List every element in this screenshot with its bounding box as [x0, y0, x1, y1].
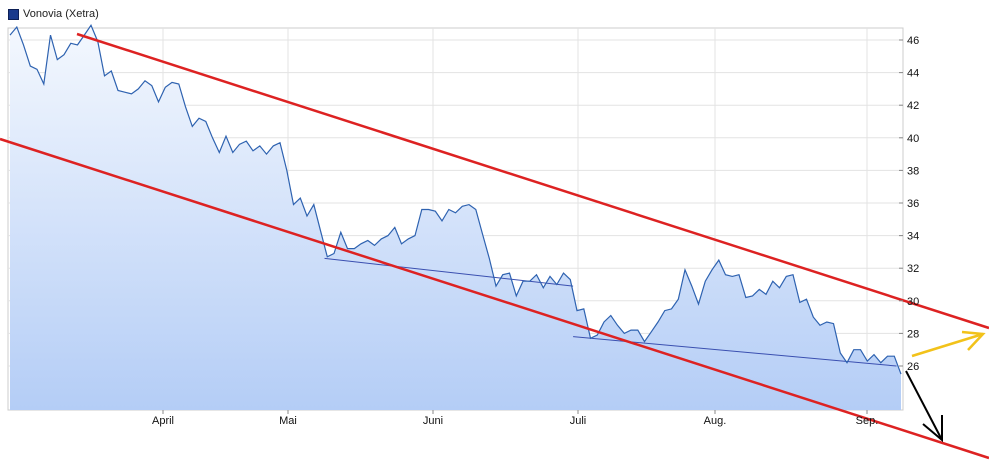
y-tick-label: 40 — [907, 133, 919, 145]
price-line — [9, 24, 902, 375]
y-tick-label: 36 — [907, 198, 919, 210]
y-axis: 26 28 30 32 34 36 38 40 42 44 46 — [899, 35, 919, 373]
price-area — [10, 25, 901, 411]
y-tick-label: 28 — [907, 328, 919, 340]
lower-channel-line — [0, 137, 989, 460]
yellow-arrow — [911, 330, 986, 358]
y-tick-label: 34 — [907, 231, 919, 243]
black-arrow — [905, 370, 943, 443]
legend-label: Vonovia (Xetra) — [23, 8, 99, 20]
x-tick-label: Juni — [423, 415, 443, 427]
y-tick-label: 38 — [907, 165, 919, 177]
x-tick-label: Sep. — [856, 415, 879, 427]
x-axis: April Mai Juni Juli Aug. Sep. — [152, 410, 878, 427]
annotation-arrows — [0, 32, 989, 460]
y-tick-label: 30 — [907, 296, 919, 308]
y-tick-label: 32 — [907, 263, 919, 275]
x-tick-label: April — [152, 415, 174, 427]
x-tick-label: Aug. — [704, 415, 727, 427]
upper-channel-line — [76, 32, 989, 330]
y-tick-label: 26 — [907, 361, 919, 373]
legend: Vonovia (Xetra) — [8, 8, 99, 20]
y-tick-label: 46 — [907, 35, 919, 47]
y-tick-label: 42 — [907, 100, 919, 112]
x-tick-label: Juli — [570, 415, 587, 427]
x-tick-label: Mai — [279, 415, 297, 427]
legend-swatch-icon — [8, 8, 19, 20]
support-line-1 — [324, 257, 574, 287]
y-tick-label: 44 — [907, 68, 919, 80]
